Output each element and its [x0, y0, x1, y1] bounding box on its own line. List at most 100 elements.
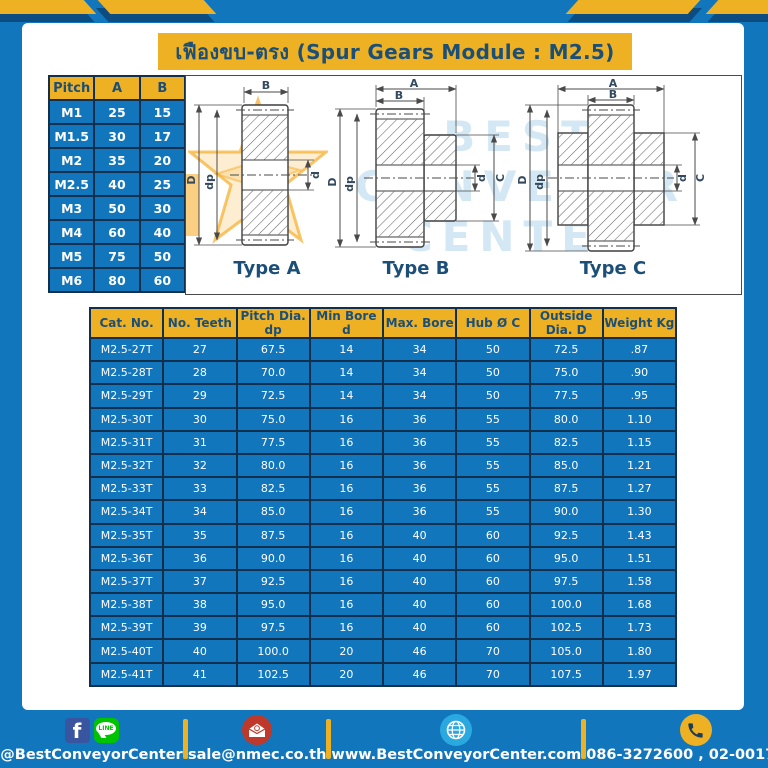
cell: 20 [308, 638, 385, 664]
cell: 40 [93, 171, 141, 197]
cell: 87.5 [235, 522, 311, 548]
cell: M1.5 [47, 123, 96, 149]
email-icon[interactable] [242, 715, 273, 745]
top-stripes-decoration [0, 0, 768, 24]
column-header: Min Bore d [308, 307, 385, 339]
footer-phone[interactable]: 086-3272600 , 02-0017766 [586, 710, 768, 768]
cell: 107.5 [528, 661, 604, 687]
line-bubble-text: LINE [96, 721, 116, 735]
cell: M4 [47, 219, 96, 245]
column-header: Cat. No. [88, 307, 165, 339]
cell: 105.0 [528, 638, 604, 664]
cell: 55 [455, 452, 531, 479]
stripe-decoration [705, 0, 768, 14]
column-header: Hub Ø C [455, 307, 531, 339]
cell: 1.27 [601, 476, 678, 502]
table-row: M2.5-27T 27 67.5 14 34 50 72.5.87 [88, 336, 678, 363]
cell: 1.30 [601, 499, 678, 525]
cell: M2.5-27T [88, 336, 165, 363]
table-row: M6 80 60 [47, 267, 187, 293]
globe-icon[interactable] [440, 714, 473, 746]
cell: 36 [381, 452, 458, 479]
cell: .87 [601, 336, 678, 363]
cell: 46 [381, 638, 458, 664]
type-b-label: Type B [382, 258, 450, 279]
cell: 40 [381, 568, 458, 595]
dim-label-B: B [609, 88, 617, 101]
dim-label-dp: dp [203, 174, 216, 190]
email-label[interactable]: sale@nmec.co.th [188, 747, 327, 763]
cell: 1.80 [601, 638, 678, 664]
cell: 16 [308, 568, 385, 595]
table-row: M2 35 20 [47, 147, 187, 173]
footer-social[interactable]: f LINE @BestConveyorCenter [0, 710, 183, 768]
cell: 1.51 [601, 545, 678, 571]
stripe-decoration [565, 0, 701, 14]
dim-label-A: A [410, 79, 419, 90]
footer-bar: f LINE @BestConveyorCenter sale@nm [0, 710, 768, 768]
cell: M2.5-35T [88, 522, 165, 548]
cell: M2.5-37T [88, 568, 165, 595]
cell: 82.5 [235, 476, 311, 502]
cell: 1.97 [601, 661, 678, 687]
cell: 36 [381, 476, 458, 502]
cell: 75 [93, 243, 141, 269]
table-row: M3 50 30 [47, 195, 187, 221]
cell: 40 [381, 615, 458, 641]
type-c-label: Type C [579, 258, 647, 279]
line-icon[interactable]: LINE [93, 717, 119, 743]
cell: 1.10 [601, 406, 678, 432]
dim-label-D: D [186, 175, 198, 184]
cell: 80.0 [528, 406, 604, 432]
table-row: M2.5-30T 30 75.0 16 36 55 80.0 1.10 [88, 406, 678, 432]
cell: 36 [381, 499, 458, 525]
type-a-label: Type A [233, 258, 301, 279]
watermark-orange-bar [186, 174, 199, 236]
social-handle-label[interactable]: @BestConveyorCenter [0, 747, 183, 763]
table-row: M5 75 50 [47, 243, 187, 269]
cell: M2.5-32T [88, 452, 165, 479]
cell: M5 [47, 243, 96, 269]
cell: 38 [162, 592, 238, 618]
footer-website[interactable]: www.BestConveyorCenter.com [331, 710, 581, 768]
cell: M2.5-36T [88, 545, 165, 571]
dim-label-d: d [309, 171, 322, 179]
cell: 55 [455, 406, 531, 432]
cell: 29 [162, 383, 238, 409]
cell: 72.5 [235, 383, 311, 409]
type-a-drawing: B D dp d [186, 79, 322, 246]
facebook-icon[interactable]: f [64, 717, 90, 743]
cell: 60 [455, 592, 531, 618]
footer-email[interactable]: sale@nmec.co.th [188, 710, 326, 768]
cell: .95 [601, 383, 678, 409]
dim-label-d: d [676, 174, 689, 182]
phone-label[interactable]: 086-3272600 , 02-0017766 [586, 747, 768, 763]
column-header: B [138, 75, 187, 101]
cell: 77.5 [528, 383, 604, 409]
page-title: เฟืองขบ-ตรง (Spur Gears Module : M2.5) [175, 39, 615, 64]
cell: 90.0 [235, 545, 311, 571]
cell: M2.5 [47, 171, 96, 197]
cell: 16 [308, 592, 385, 618]
dim-label-C: C [694, 174, 707, 182]
cell: 27 [162, 336, 238, 363]
table-row: M2.5-38T 38 95.0 16 40 60 100.0 1.68 [88, 592, 678, 618]
dim-label-dp: dp [343, 176, 356, 192]
cell: 50 [455, 383, 531, 409]
website-label[interactable]: www.BestConveyorCenter.com [331, 747, 582, 763]
column-header: No. Teeth [162, 307, 238, 339]
cell: 40 [381, 545, 458, 571]
cell: 16 [308, 476, 385, 502]
gear-drawings-panel: BEST CONVEYOR CENTER [185, 75, 742, 295]
cell: 82.5 [528, 429, 604, 455]
cell: 60 [138, 267, 187, 293]
cell: 1.68 [601, 592, 678, 618]
stripe-decoration [0, 0, 97, 14]
cell: 25 [138, 171, 187, 197]
cell: 20 [138, 147, 187, 173]
table-row: M2.5-32T 32 80.0 16 36 55 85.0 1.21 [88, 452, 678, 479]
cell: M6 [47, 267, 96, 293]
phone-icon[interactable] [679, 714, 712, 746]
table-row: M2.5-31T 31 77.5 16 36 55 82.5 1.15 [88, 429, 678, 455]
cell: 40 [162, 638, 238, 664]
